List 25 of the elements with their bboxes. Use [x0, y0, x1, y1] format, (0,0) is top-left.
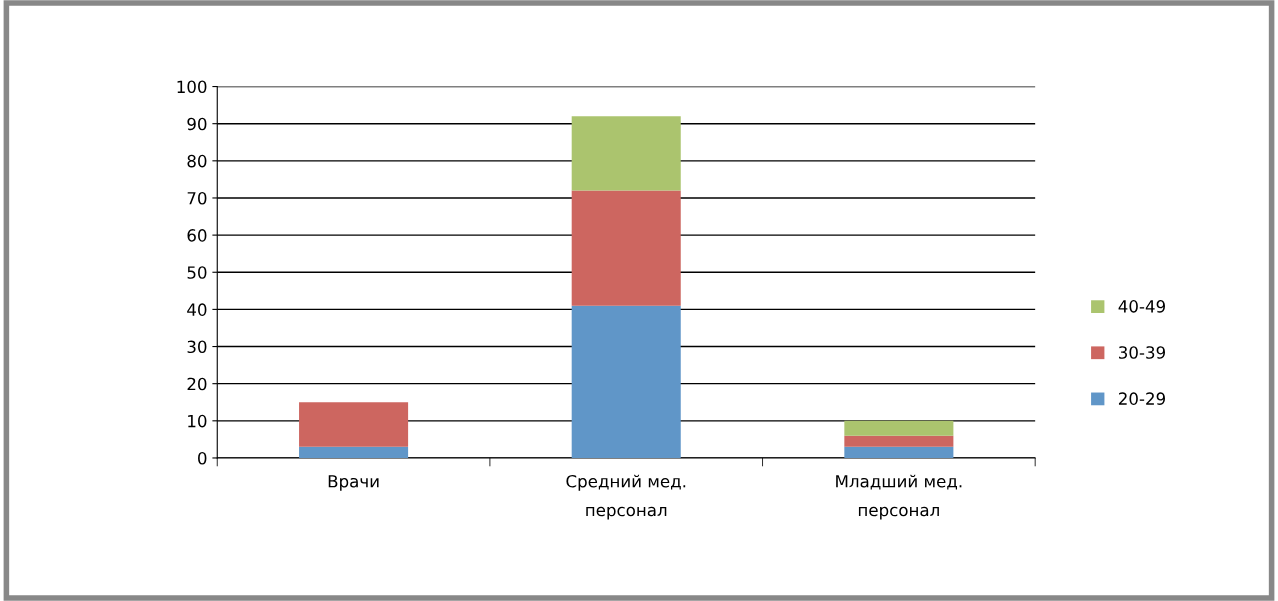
x-tick-label: Средний мед. персонал [566, 474, 686, 520]
bar [571, 190, 681, 306]
y-tick-label: 0 [198, 451, 207, 465]
bar [571, 116, 681, 191]
bar [299, 446, 409, 458]
y-tick-label: 60 [187, 229, 207, 242]
y-tick-label: 50 [187, 266, 207, 279]
y-tick-label: 100 [177, 80, 207, 94]
bar [299, 402, 409, 447]
bar [844, 446, 954, 458]
y-tick-label: 10 [188, 414, 207, 428]
legend-label: 20-29 [1118, 392, 1165, 405]
x-tick-label: Врачи [328, 475, 379, 491]
y-tick-label: 80 [187, 154, 207, 168]
bar [844, 435, 954, 447]
bar [844, 420, 954, 436]
y-tick-label: 20 [187, 377, 207, 391]
x-tick-label: Младший мед. персонал [836, 474, 962, 520]
legend-label: 40-49 [1118, 300, 1165, 313]
y-tick-label: 30 [187, 340, 207, 354]
y-tick-label: 70 [187, 191, 207, 205]
y-tick-label: 90 [187, 117, 207, 131]
bar [571, 305, 681, 458]
y-tick-label: 40 [187, 303, 207, 316]
legend-label: 30-39 [1119, 346, 1165, 359]
